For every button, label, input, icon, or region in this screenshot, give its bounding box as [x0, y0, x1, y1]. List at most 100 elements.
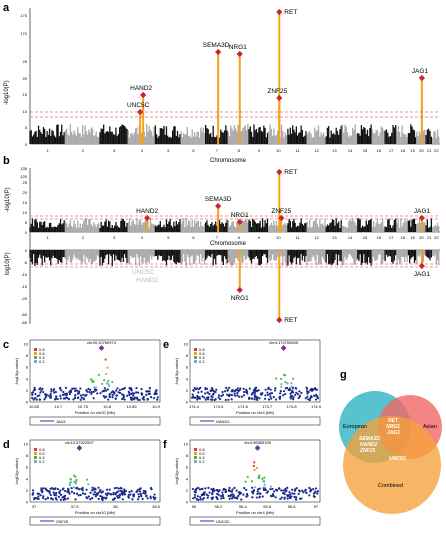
region-e-snp [224, 398, 227, 402]
a-chr-tick-label: 18 [401, 148, 406, 153]
region-e-gene-name: HAND2 [216, 419, 230, 424]
region-f-xtick: 96.2 [215, 504, 224, 509]
region-e-snp [306, 390, 309, 394]
region-d-snp [75, 492, 79, 495]
b-chr-tick-label: 22 [434, 235, 439, 240]
region-d-snp [130, 490, 133, 493]
region-f-snp [205, 493, 208, 496]
a-gene-sema3d: SEMA3D [203, 42, 230, 49]
region-c-snp [47, 394, 50, 397]
a-ytick-label: 20 [23, 76, 28, 81]
a-yticks: 0 5 10 15 20 25 170 175 [20, 13, 27, 147]
region-e-snp [200, 390, 203, 393]
region-d-snp [51, 486, 54, 490]
region-c-snp [104, 372, 108, 376]
region-f-snp [212, 487, 215, 490]
region-c-snp [89, 378, 93, 381]
region-f-snp [231, 488, 234, 491]
region-e-snp [292, 396, 295, 399]
region-d-snp [68, 484, 72, 487]
region-d-snp [91, 486, 94, 489]
region-d-snp [119, 493, 122, 496]
region-d-snp [137, 498, 140, 501]
region-e-snp [233, 392, 236, 395]
region-c-snp [96, 392, 99, 395]
region-c-snp [111, 380, 114, 384]
b-ytick-top: 120 [20, 174, 27, 179]
region-f-snp [196, 495, 199, 498]
region-c-snp [152, 396, 156, 400]
region-e-snp [209, 389, 212, 392]
region-d-snp [97, 486, 100, 489]
region-d-snp [132, 493, 135, 496]
region-c-snp [53, 391, 56, 394]
region-e-ylabel: -log10(p-value) [174, 357, 179, 385]
region-f-snp [305, 491, 308, 494]
region-e-snp [201, 395, 204, 398]
region-d-snp [58, 491, 61, 494]
b-chr-tick-label: 3 [113, 235, 116, 240]
region-c-snp [115, 394, 118, 397]
region-c-snp [80, 396, 84, 399]
b-xlabel: Chromosome [210, 241, 247, 247]
region-e-snp [284, 392, 287, 396]
a-chr-tick-label: 9 [258, 148, 261, 153]
region-d-xtick: 37 [32, 504, 37, 509]
b-ytick-bottom: -65 [21, 320, 28, 325]
region-c-snp [87, 387, 90, 390]
region-f-snp [207, 486, 210, 489]
region-f-snp [220, 497, 223, 500]
region-f-snp [295, 486, 298, 490]
region-d-snp [49, 493, 52, 497]
region-d-legend-label: 0.6 [39, 451, 45, 456]
region-c-snp [92, 390, 95, 393]
b-top-gene-jag1: JAG1 [414, 208, 431, 215]
region-e-legend-swatch [194, 356, 197, 359]
region-f-snp [312, 488, 315, 491]
region-d-snp [47, 490, 50, 493]
b-chromosome-ticks: 1 2 3 4 5 6 7 8 9 10 11 12 13 14 15 16 17 18 19 20 21 22 [47, 235, 440, 240]
a-chr-tick-label: 6 [192, 148, 195, 153]
region-d-snp [56, 487, 59, 491]
region-e-snp [230, 398, 233, 401]
region-c-snp [133, 392, 136, 395]
region-f-snp [252, 464, 255, 468]
panel-label-a: a [3, 2, 10, 14]
region-d-snp [104, 492, 107, 495]
region-d-snp [84, 492, 87, 495]
region-e-snp [252, 391, 255, 394]
region-c-ylabel: -log10(p-value) [14, 357, 19, 385]
region-d-snp [32, 489, 35, 492]
region-f-legend-label: 0.4 [199, 455, 205, 460]
region-c-snp [69, 389, 72, 392]
region-d-snp [120, 491, 123, 495]
region-c-snp [148, 386, 151, 390]
region-c-legend-swatch [34, 360, 37, 363]
region-f-snp [246, 494, 249, 497]
region-f-snp [227, 494, 230, 497]
region-f-snp [255, 466, 259, 470]
region-e-snp [258, 397, 261, 400]
region-f-ytick: 6 [186, 465, 189, 470]
region-c-snp [106, 366, 109, 369]
region-e-snp [304, 397, 307, 400]
region-c-snp [94, 386, 98, 389]
region-c-legend-label: 0.8 [39, 347, 45, 352]
region-d-snp [91, 496, 94, 500]
region-f-snp [255, 496, 258, 499]
region-f-snp [197, 486, 200, 489]
region-e-snp [221, 393, 225, 396]
region-e-snp [288, 387, 291, 390]
region-f-snp [193, 496, 197, 499]
region-e-snp [194, 396, 197, 399]
b-chr-tick-label: 16 [377, 235, 382, 240]
region-d-ytick: 8 [26, 453, 29, 458]
region-e-xtick: 174.8 [287, 404, 298, 409]
region-e-snp [284, 387, 287, 390]
a-manhattan [29, 8, 440, 144]
region-f-snp [304, 488, 307, 491]
region-c-snp [115, 389, 118, 392]
region-e-snp [278, 397, 282, 400]
region-e-snp [220, 395, 223, 398]
